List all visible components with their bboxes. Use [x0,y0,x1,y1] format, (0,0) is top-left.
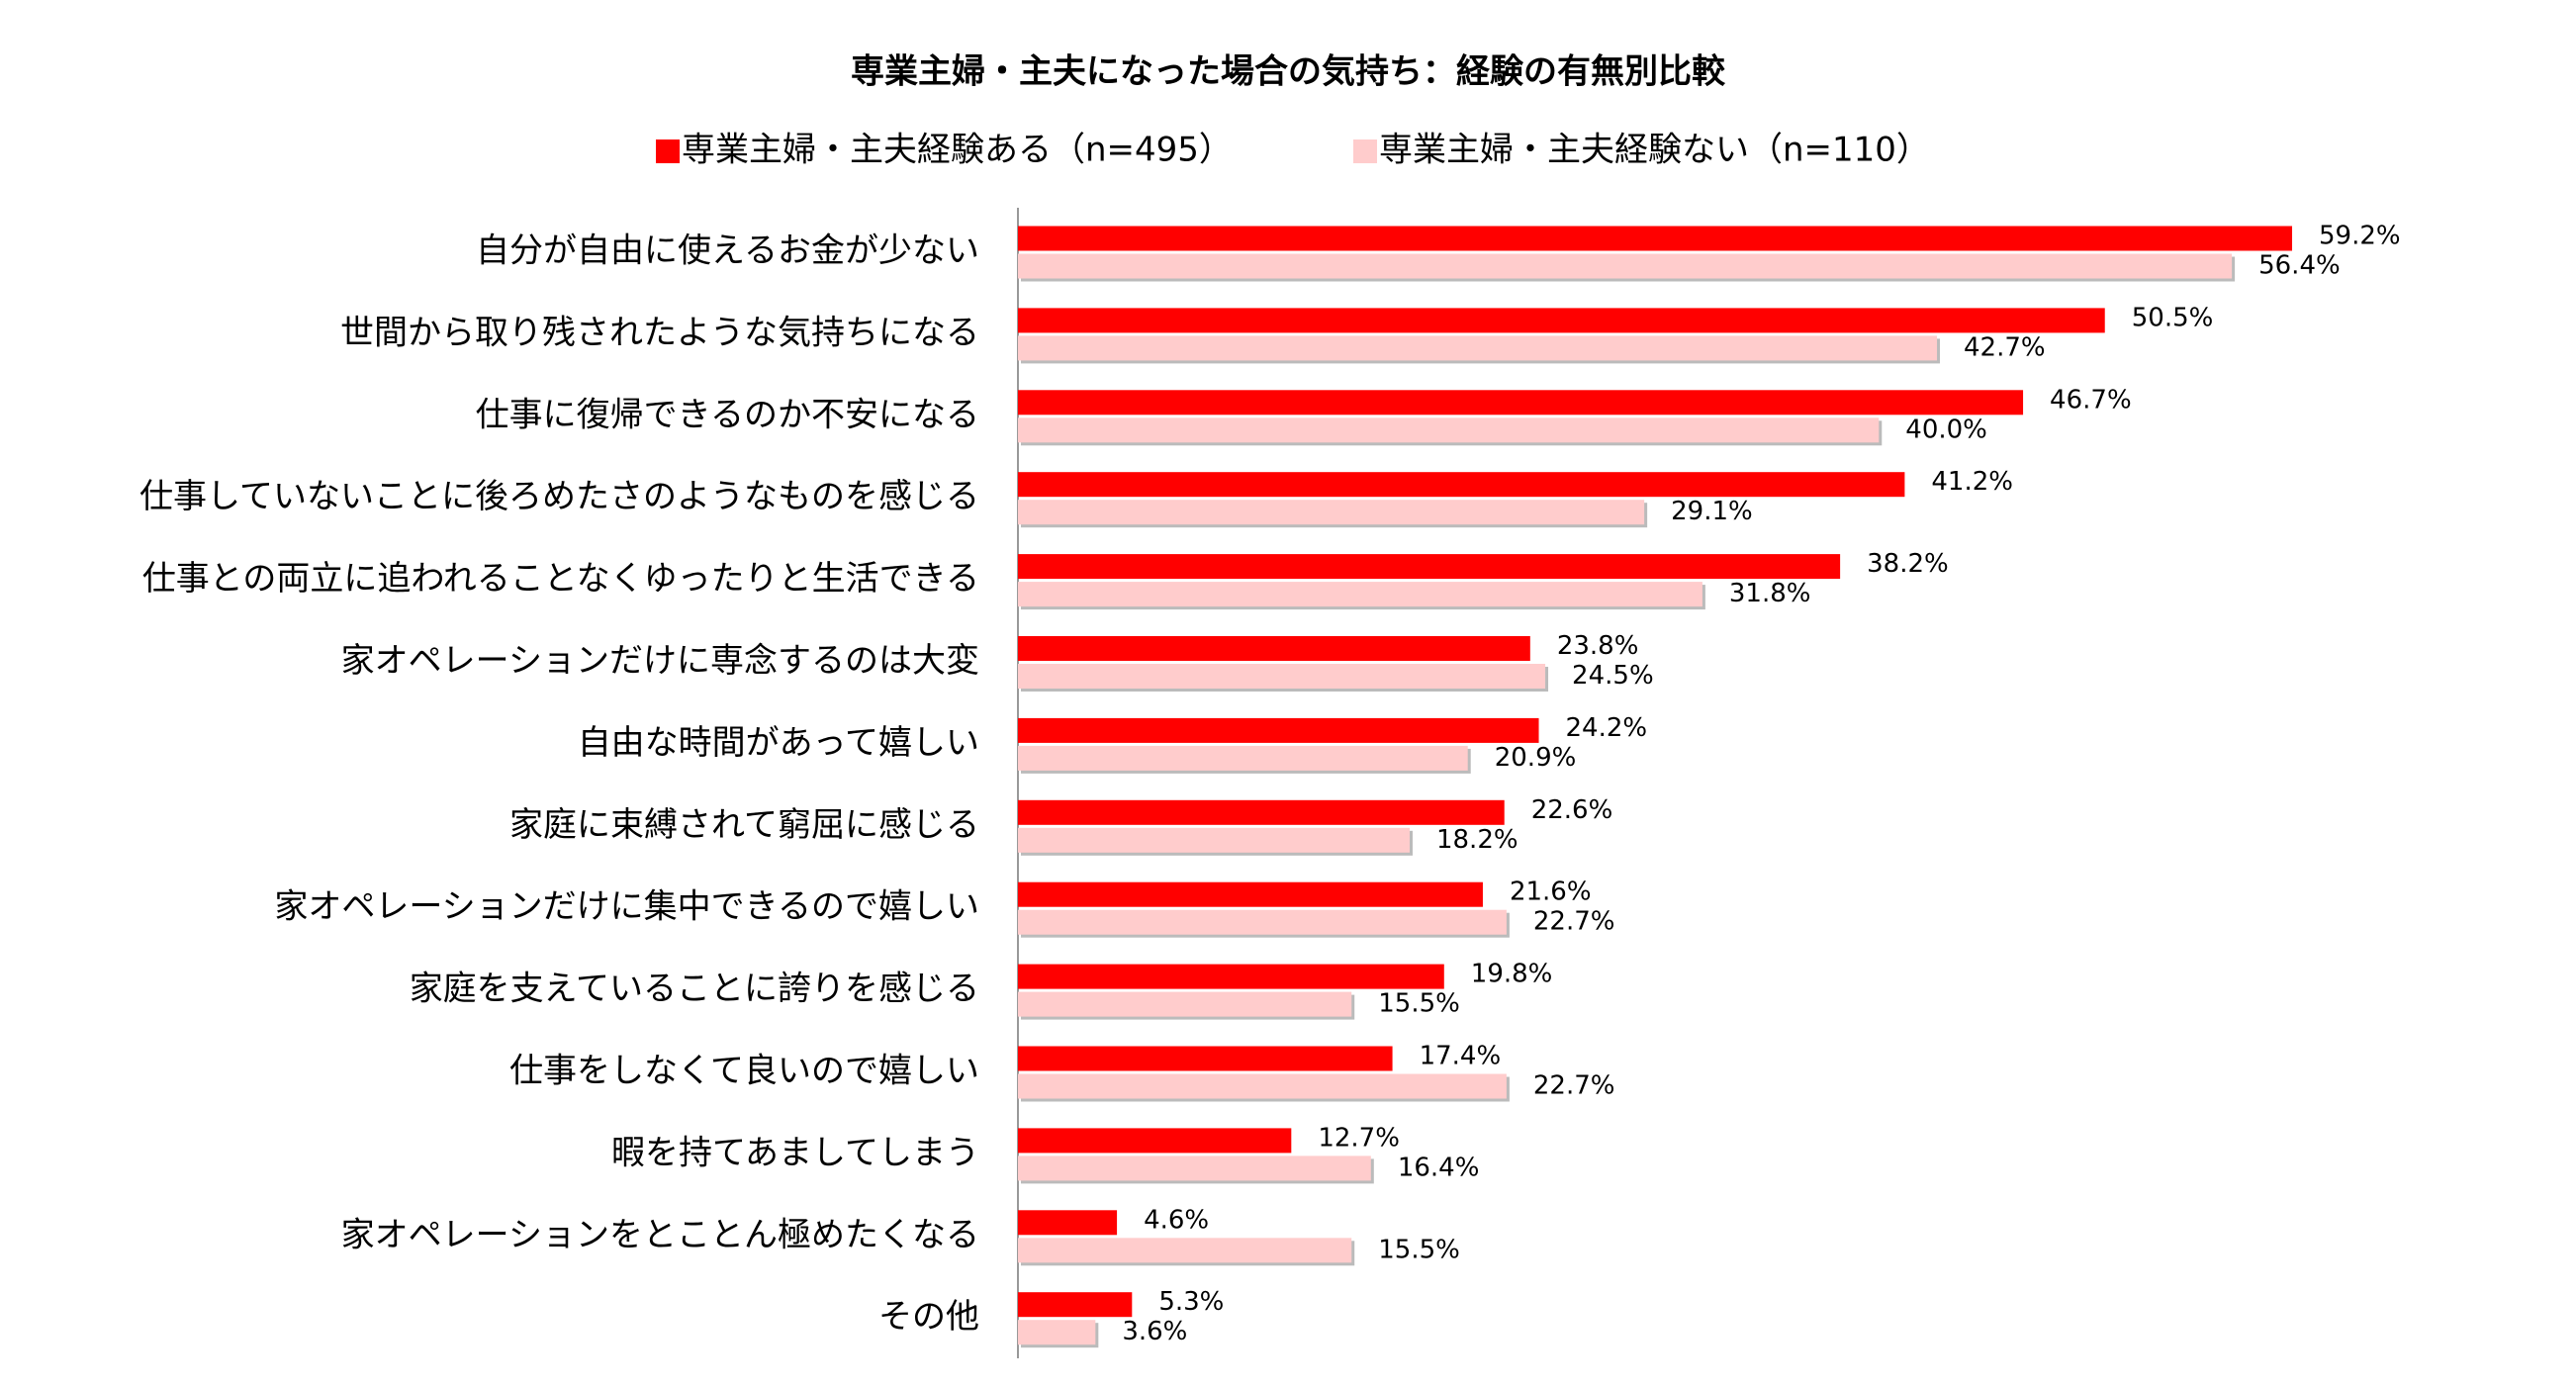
bar [1018,717,1539,743]
value-label: 4.6% [1144,1205,1209,1235]
value-label: 3.6% [1122,1317,1187,1346]
category-label: 家庭を支えていることに誇りを感じる [410,970,979,1009]
bar [1018,335,1938,361]
bar [1018,226,2293,251]
category-label: その他 [878,1297,979,1337]
category-label: 家オペレーションだけに集中できるので嬉しい [274,887,979,927]
bar [1018,909,1507,935]
value-label: 22.6% [1531,795,1613,825]
value-label: 21.6% [1510,878,1592,907]
bar [1018,745,1468,771]
category-label: 家庭に束縛されて窮屈に感じる [509,805,979,845]
chart-title: 専業主婦・主夫になった場合の気持ち：経験の有無別比較 [851,52,1726,92]
bar [1018,1046,1393,1071]
bar [1018,554,1841,580]
value-label: 15.5% [1378,1235,1460,1264]
value-label: 20.9% [1495,743,1577,773]
value-label: 42.7% [1964,332,2046,362]
value-label: 56.4% [2258,251,2341,281]
value-label: 24.5% [1572,661,1654,691]
category-label: 自分が自由に使えるお金が少ない [476,231,979,271]
value-label: 15.5% [1378,989,1460,1019]
legend-swatch [656,139,680,163]
bar [1018,417,1880,443]
bar [1018,500,1645,525]
bar [1018,308,2105,333]
bar [1018,636,1530,661]
bar [1018,991,1352,1017]
category-label: 家オペレーションをとことん極めたくなる [341,1215,979,1254]
value-label: 59.2% [2319,222,2401,251]
category-label: 仕事をしなくて良いので嬉しい [509,1052,979,1091]
value-label: 23.8% [1557,631,1639,661]
bar [1018,1073,1507,1099]
bar [1018,472,1905,498]
bar [1018,881,1483,907]
value-label: 38.2% [1867,549,1949,579]
bar [1018,390,2024,416]
bar [1018,1292,1133,1318]
category-label: 自由な時間があって嬉しい [578,723,979,763]
value-label: 50.5% [2132,303,2214,332]
value-label: 5.3% [1158,1287,1224,1317]
value-label: 22.7% [1533,907,1615,937]
bar [1018,1156,1371,1181]
legend-label: 専業主婦・主夫経験ない（n=110） [1379,131,1930,170]
bar [1018,1238,1352,1263]
value-label: 46.7% [2050,385,2132,415]
value-label: 22.7% [1533,1071,1615,1101]
value-label: 12.7% [1318,1123,1400,1153]
category-label: 世間から取り残されたような気持ちになる [340,313,979,352]
category-label: 仕事に復帰できるのか不安になる [476,395,979,434]
category-label: 仕事との両立に追われることなくゆったりと生活できる [142,559,979,599]
legend-label: 専業主婦・主夫経験ある（n=495） [682,131,1233,170]
value-label: 16.4% [1398,1153,1480,1182]
category-label: 家オペレーションだけに専念するのは大変 [341,641,979,681]
category-label: 仕事していないことに後ろめたさのようなものを感じる [139,477,979,516]
value-label: 31.8% [1729,579,1811,608]
bar [1018,1128,1292,1154]
value-label: 41.2% [1931,467,2013,497]
bar [1018,582,1702,607]
value-label: 29.1% [1671,497,1753,526]
value-label: 19.8% [1471,960,1553,989]
legend-swatch [1353,139,1377,163]
value-label: 40.0% [1905,415,1987,444]
value-label: 18.2% [1436,825,1518,855]
bar [1018,664,1546,689]
value-label: 17.4% [1420,1042,1502,1071]
bar [1018,799,1505,825]
bar [1018,964,1444,989]
category-label: 暇を持てあましてしまう [611,1133,979,1172]
bar [1018,253,2233,279]
bar [1018,827,1410,853]
bar [1018,1210,1118,1236]
bar [1018,1320,1096,1345]
value-label: 24.2% [1566,713,1648,743]
